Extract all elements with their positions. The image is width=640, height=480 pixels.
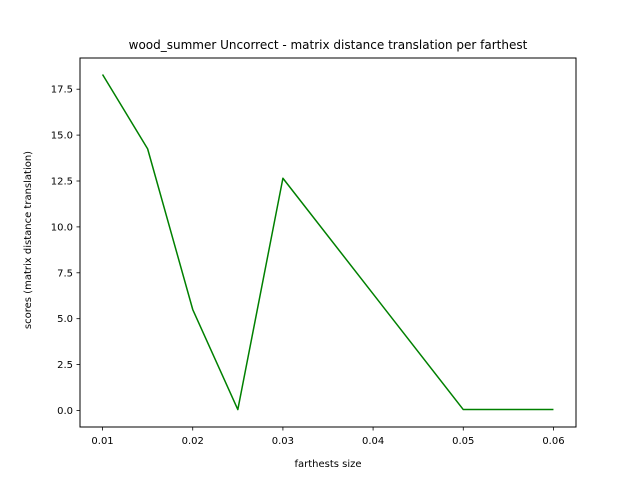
y-tick-label: 10.0: [51, 222, 73, 233]
x-tick-label: 0.06: [542, 436, 564, 447]
x-tick-label: 0.03: [272, 436, 294, 447]
y-tick-label: 17.5: [51, 85, 73, 96]
y-tick-label: 5.0: [57, 314, 73, 325]
x-tick-label: 0.02: [182, 436, 204, 447]
y-tick-label: 12.5: [51, 177, 73, 188]
y-tick-label: 2.5: [57, 360, 73, 371]
y-axis: 0.0 2.5 5.0 7.5 10.0 12.5 15.0 17.5: [51, 85, 80, 417]
y-tick-label: 7.5: [57, 268, 73, 279]
chart-title: wood_summer Uncorrect - matrix distance …: [129, 38, 528, 52]
x-tick-label: 0.05: [452, 436, 474, 447]
y-axis-label: scores (matrix distance translation): [23, 151, 34, 329]
plot-frame: [79, 57, 577, 428]
x-tick-label: 0.04: [362, 436, 384, 447]
y-tick-label: 15.0: [51, 131, 73, 142]
plot-area: [101, 74, 554, 411]
x-axis-label: farthests size: [294, 459, 361, 470]
x-axis: 0.01 0.02 0.03 0.04 0.05 0.06: [91, 427, 565, 447]
y-tick-label: 0.0: [57, 406, 73, 417]
series-line-0: [101, 74, 554, 411]
x-tick-label: 0.01: [91, 436, 113, 447]
